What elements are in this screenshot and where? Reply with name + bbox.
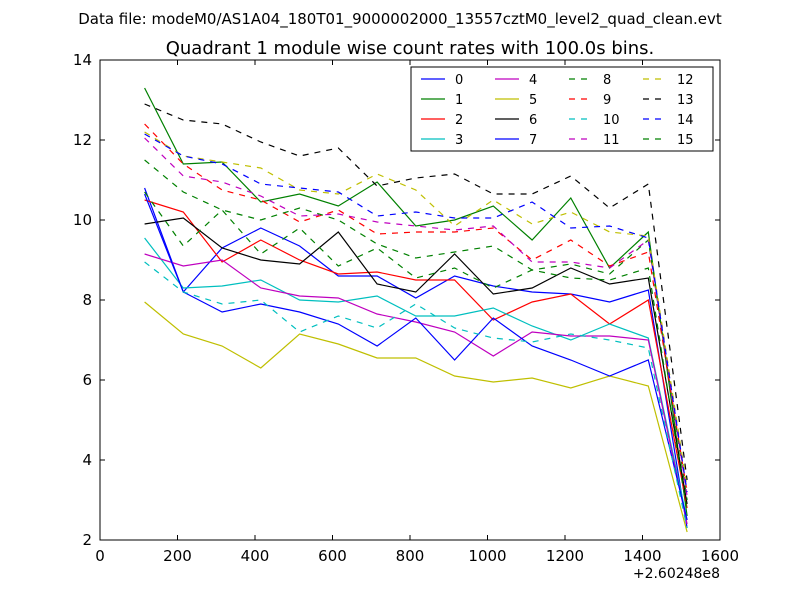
y-tick-label: 10 — [73, 211, 92, 229]
x-tick-label: 600 — [318, 547, 347, 565]
series-line-6 — [144, 217, 688, 505]
legend-label-3: 3 — [455, 133, 463, 148]
legend-label-8: 8 — [603, 73, 611, 88]
legend-label-12: 12 — [677, 73, 694, 88]
legend-label-15: 15 — [677, 133, 694, 148]
legend-label-6: 6 — [529, 113, 537, 128]
x-tick-label: 0 — [95, 547, 105, 565]
series-line-4 — [144, 253, 688, 525]
legend-label-2: 2 — [455, 113, 463, 128]
x-tick-label: 800 — [396, 547, 425, 565]
x-tick-label: 400 — [241, 547, 270, 565]
chart-title: Quadrant 1 module wise count rates with … — [166, 38, 655, 59]
y-tick-label: 6 — [82, 371, 92, 389]
y-tick-label: 8 — [82, 291, 92, 309]
series-line-7 — [144, 193, 688, 521]
series-line-10 — [144, 261, 688, 529]
y-tick-label: 14 — [73, 51, 92, 69]
x-tick-label: 1600 — [701, 547, 739, 565]
legend-label-5: 5 — [529, 93, 537, 108]
x-tick-label: 1000 — [468, 547, 506, 565]
legend-label-7: 7 — [529, 133, 537, 148]
series-line-9 — [144, 123, 688, 493]
series-line-13 — [144, 103, 688, 481]
x-tick-label: 1200 — [546, 547, 584, 565]
series-line-0 — [144, 187, 688, 529]
series-line-15 — [144, 159, 688, 513]
legend-label-0: 0 — [455, 73, 463, 88]
y-tick-label: 2 — [82, 531, 92, 549]
x-tick-label: 1400 — [623, 547, 661, 565]
series-line-8 — [144, 191, 688, 501]
legend-label-4: 4 — [529, 73, 537, 88]
legend-label-11: 11 — [603, 133, 620, 148]
legend-label-13: 13 — [677, 93, 694, 108]
x-tick-label: 200 — [163, 547, 192, 565]
y-tick-label: 4 — [82, 451, 92, 469]
legend-label-1: 1 — [455, 93, 463, 108]
y-tick-label: 12 — [73, 131, 92, 149]
plot-area — [144, 87, 688, 533]
series-line-11 — [144, 137, 688, 497]
series-line-12 — [144, 131, 688, 489]
series-line-2 — [144, 199, 688, 509]
series-line-3 — [144, 237, 688, 521]
series-line-5 — [144, 301, 688, 533]
suptitle: Data file: modeM0/AS1A04_180T01_90000020… — [78, 10, 722, 29]
series-line-1 — [144, 87, 688, 517]
x-offset-label: +2.60248e8 — [633, 566, 720, 582]
legend-label-14: 14 — [677, 113, 694, 128]
legend-box — [410, 66, 714, 152]
legend-label-9: 9 — [603, 93, 611, 108]
series-line-14 — [144, 133, 688, 493]
legend-label-10: 10 — [603, 113, 620, 128]
